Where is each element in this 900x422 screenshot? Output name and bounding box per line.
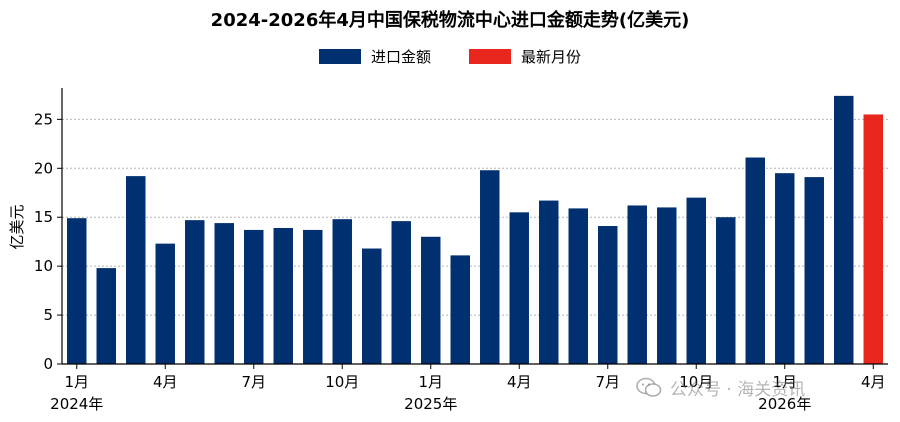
x-tick-label: 1月 [772, 373, 797, 391]
bar [362, 248, 382, 364]
y-tick-label: 20 [34, 159, 53, 177]
bar [627, 205, 647, 364]
bar [450, 255, 470, 364]
bar [126, 176, 146, 364]
bar [745, 157, 765, 364]
bar [539, 200, 559, 364]
legend-swatch-latest [469, 49, 511, 64]
bar [775, 173, 795, 364]
x-tick-label: 7月 [241, 373, 266, 391]
y-tick-label: 15 [34, 208, 53, 226]
bar [67, 218, 87, 364]
bar [421, 236, 441, 364]
x-tick-year-label: 2025年 [404, 395, 457, 413]
watermark: 公众号 · 海关资讯 [636, 375, 805, 400]
x-tick-label: 4月 [507, 373, 532, 391]
y-tick-label: 25 [34, 110, 53, 128]
bar-latest [863, 114, 883, 364]
watermark-text: 公众号 · 海关资讯 [670, 380, 806, 400]
bar [834, 95, 854, 364]
bar [686, 197, 706, 364]
bar [332, 219, 352, 364]
bar [391, 221, 411, 364]
x-tick-year-label: 2024年 [50, 395, 103, 413]
x-tick-label: 4月 [861, 373, 886, 391]
wechat-icon [636, 377, 662, 397]
bar [657, 207, 677, 364]
bar [480, 170, 500, 364]
bar [568, 208, 588, 364]
bar [96, 268, 116, 364]
chart-title: 2024-2026年4月中国保税物流中心进口金额走势(亿美元) [210, 10, 690, 31]
legend: 进口金额 最新月份 [0, 46, 900, 67]
bar [244, 229, 264, 364]
bar [716, 217, 736, 364]
x-tick-label: 1月 [418, 373, 443, 391]
legend-swatch-import [318, 49, 361, 64]
y-tick-label: 10 [34, 257, 53, 275]
x-tick-year-label: 2026年 [758, 395, 811, 413]
bar [509, 212, 529, 364]
legend-label-import: 进口金额 [370, 48, 431, 66]
x-tick-label: 1月 [64, 373, 89, 391]
bar [214, 223, 234, 364]
x-tick-label: 7月 [595, 373, 620, 391]
bar [155, 243, 175, 364]
bar [303, 229, 323, 364]
x-tick-label: 10月 [679, 373, 713, 391]
x-tick-label: 10月 [325, 373, 359, 391]
x-tick-label: 4月 [153, 373, 178, 391]
y-tick-label: 5 [43, 306, 53, 324]
legend-label-latest: 最新月份 [521, 48, 582, 66]
bar [273, 227, 293, 364]
bar [185, 220, 205, 364]
y-tick-label: 0 [43, 355, 53, 373]
legend-item-import: 进口金额 [318, 46, 431, 67]
bar [804, 177, 824, 364]
bar [598, 226, 618, 364]
legend-item-latest: 最新月份 [469, 46, 581, 67]
y-axis-label: 亿美元 [8, 204, 26, 249]
